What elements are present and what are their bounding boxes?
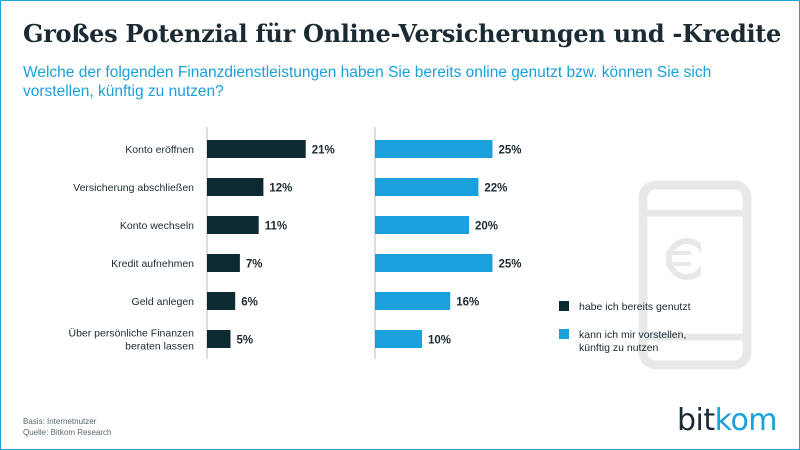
bar-series-2	[375, 292, 451, 310]
category-label-line: Kredit aufnehmen	[111, 258, 194, 270]
chart-subtitle: Welche der folgenden Finanzdienstleistun…	[23, 64, 712, 100]
bitkom-logo: bitkom	[677, 403, 778, 438]
phone-outline	[638, 180, 752, 370]
bar-series-2	[375, 330, 422, 348]
category-label-line: Über persönliche Finanzen	[69, 328, 195, 340]
euro-arc	[666, 238, 708, 280]
data-label-series-2: 20%	[475, 221, 498, 233]
data-label-series-1: 12%	[269, 183, 292, 195]
bar-series-1	[207, 140, 306, 158]
data-label-series-1: 6%	[241, 297, 258, 309]
chart-title: Großes Potenzial für Online-Versicherung…	[23, 19, 782, 48]
legend-label-line: künftig zu nutzen	[579, 342, 659, 354]
legend-swatch-series-1	[559, 301, 569, 311]
category-label-line: Versicherung abschließen	[73, 182, 194, 194]
data-label-series-2: 25%	[499, 259, 522, 271]
bar-series-1	[207, 254, 240, 272]
footnote-basis: Basis: Internetnutzer	[23, 417, 97, 426]
data-label-series-1: 21%	[312, 145, 335, 157]
bar-series-2	[375, 254, 493, 272]
legend-swatch-series-2	[559, 329, 569, 339]
category-label-line: Konto wechseln	[120, 220, 194, 232]
bar-series-1	[207, 330, 231, 348]
footnote: Basis: Internetnutzer Quelle: Bitkom Res…	[23, 416, 111, 438]
bar-series-1	[207, 178, 264, 196]
data-label-series-1: 7%	[246, 259, 263, 271]
category-label-line: Konto eröffnen	[125, 144, 194, 156]
legend-label-line: habe ich bereits genutzt	[579, 301, 691, 313]
category-label: Konto wechseln	[120, 220, 194, 232]
category-label: Konto eröffnen	[125, 144, 194, 156]
bar-series-1	[207, 292, 236, 310]
legend-label-series-1: habe ich bereits genutzt	[579, 301, 691, 313]
legend-label-line: kann ich mir vorstellen,	[579, 329, 686, 341]
legend-label-series-2: kann ich mir vorstellen, künftig zu nutze…	[579, 329, 686, 354]
footnote-source: Quelle: Bitkom Research	[23, 428, 112, 437]
bar-series-2	[375, 178, 479, 196]
data-label-series-2: 16%	[456, 297, 479, 309]
category-label-line: Geld anlegen	[132, 296, 195, 308]
euro-arc-gap	[701, 239, 715, 279]
category-label: Kredit aufnehmen	[111, 258, 194, 270]
logo-part-bit: bit	[677, 403, 715, 438]
category-label: Versicherung abschließen	[73, 182, 194, 194]
bar-series-1	[207, 216, 259, 234]
bar-series-2	[375, 216, 469, 234]
bar-series-2	[375, 140, 493, 158]
data-label-series-2: 10%	[428, 335, 451, 347]
data-label-series-1: 11%	[265, 221, 287, 233]
category-label-line: beraten lassen	[125, 341, 194, 353]
logo-part-kom: kom	[714, 403, 778, 438]
smartphone-euro-icon	[638, 180, 752, 370]
data-label-series-2: 25%	[499, 145, 522, 157]
category-label: Über persönliche Finanzen beraten lassen	[69, 328, 195, 353]
data-label-series-1: 5%	[237, 335, 254, 347]
category-label: Geld anlegen	[132, 296, 195, 308]
data-label-series-2: 22%	[484, 183, 507, 195]
